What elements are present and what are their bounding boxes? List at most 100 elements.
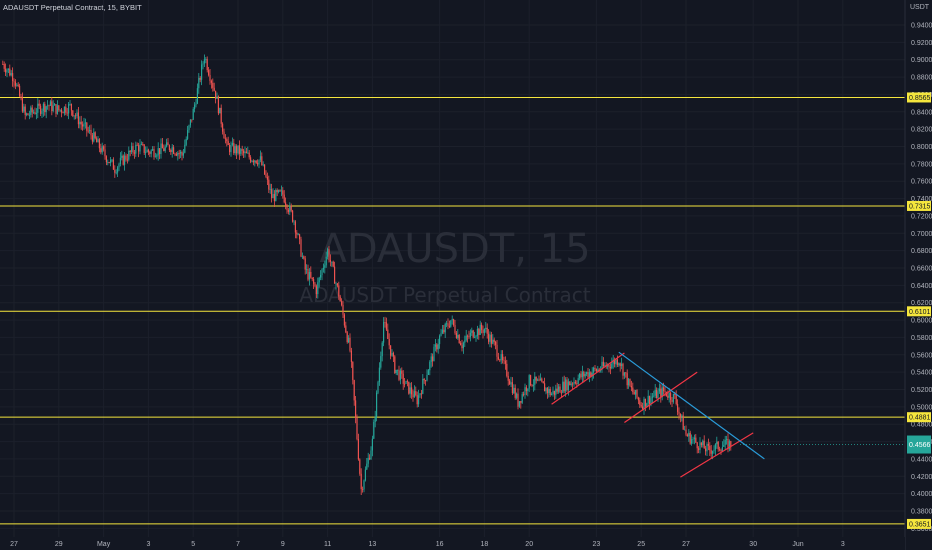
candle-body (493, 339, 495, 342)
candle-body (234, 146, 236, 154)
candle-body (170, 150, 172, 152)
candle-body (269, 189, 271, 191)
candle-body (37, 103, 39, 113)
candle-body (122, 155, 124, 165)
candle-body (429, 361, 431, 371)
candle-body (52, 105, 54, 111)
candle-body (534, 376, 536, 385)
candle-body (453, 319, 455, 326)
candle-body (607, 364, 609, 367)
candle-body (138, 145, 140, 152)
candle-body (208, 70, 210, 75)
candle-body (96, 138, 98, 143)
candle-body (243, 150, 245, 154)
candle-body (362, 489, 364, 490)
candle-body (440, 333, 442, 336)
candle-body (27, 113, 29, 116)
candle-body (285, 202, 287, 206)
candle-body (331, 261, 333, 263)
candle-body (135, 144, 137, 154)
time-axis[interactable] (0, 537, 905, 550)
candle-body (415, 391, 417, 396)
candle-body (63, 106, 65, 114)
candle-body (563, 381, 565, 392)
candle-body (258, 159, 260, 165)
upper-channel-2-line[interactable] (624, 371, 698, 423)
candle-body (247, 152, 249, 154)
candle-body (696, 442, 698, 449)
candle-body (392, 353, 394, 357)
candle-body (402, 373, 404, 384)
candle-body (355, 400, 357, 418)
candle-body (573, 381, 575, 385)
candle-body (131, 146, 133, 152)
candle-body (437, 344, 439, 350)
candle-body (380, 356, 382, 368)
candle-body (55, 104, 57, 114)
candle-body (303, 256, 305, 259)
candle-body (66, 112, 68, 114)
price-tick-label: 0.6800 (911, 248, 932, 255)
price-axis[interactable] (905, 0, 932, 550)
lower-channel-3-line[interactable] (680, 432, 754, 478)
candle-body (117, 167, 119, 173)
candle-body (168, 145, 170, 151)
candle-body (349, 337, 351, 351)
candle-body (248, 152, 250, 158)
symbol-title: ADAUSDT Perpetual Contract, 15, BYBIT (3, 3, 142, 12)
candle-body (329, 260, 331, 262)
candle-body (688, 432, 690, 437)
candle-body (441, 329, 443, 334)
candle-body (712, 451, 714, 454)
candle-body (51, 101, 53, 111)
candle-body (299, 234, 301, 240)
candle-body (357, 439, 359, 460)
candle-body (166, 142, 168, 147)
candle-body (47, 105, 49, 107)
candle-body (454, 325, 456, 334)
upper-channel-1-line[interactable] (551, 352, 625, 405)
trend-drawings[interactable] (551, 351, 765, 478)
candle-body (356, 417, 358, 440)
candle-body (315, 286, 317, 295)
candle-body (245, 151, 247, 154)
price-tick-label: 0.3800 (911, 509, 932, 516)
candle-body (70, 103, 72, 111)
candle-body (133, 152, 135, 154)
candle-body (706, 443, 708, 452)
candle-body (604, 365, 606, 367)
candle-body (105, 156, 107, 163)
candle-body (346, 332, 348, 343)
candle-body (542, 381, 544, 384)
candle-body (210, 80, 212, 83)
candle-body (195, 103, 197, 105)
candle-body (611, 363, 613, 369)
candle-body (586, 372, 588, 374)
candle-body (471, 330, 473, 333)
horizontal-levels[interactable] (0, 96, 905, 525)
candle-body (647, 396, 649, 404)
candle-body (574, 381, 576, 384)
candle-body (499, 359, 501, 361)
candle-body (689, 432, 691, 444)
candle-body (292, 210, 294, 222)
candle-body (87, 130, 89, 132)
descending-trend-line[interactable] (618, 351, 765, 460)
candle-body (65, 106, 67, 113)
last-price-bg (907, 435, 931, 454)
watermark-title: ADAUSDT, 15 (319, 226, 590, 272)
candle-body (572, 383, 574, 385)
candle-body (432, 356, 434, 362)
candle-body (630, 386, 632, 388)
candle-body (45, 106, 47, 113)
candle-body (192, 109, 194, 120)
price-tick-label: 0.9400 (911, 23, 932, 30)
candle-body (381, 342, 383, 357)
price-tick-label: 0.9000 (911, 57, 932, 64)
candle-body (436, 344, 438, 350)
candle-body (728, 441, 730, 450)
candle-body (629, 379, 631, 387)
candle-body (222, 123, 224, 132)
candle-body (13, 80, 15, 82)
